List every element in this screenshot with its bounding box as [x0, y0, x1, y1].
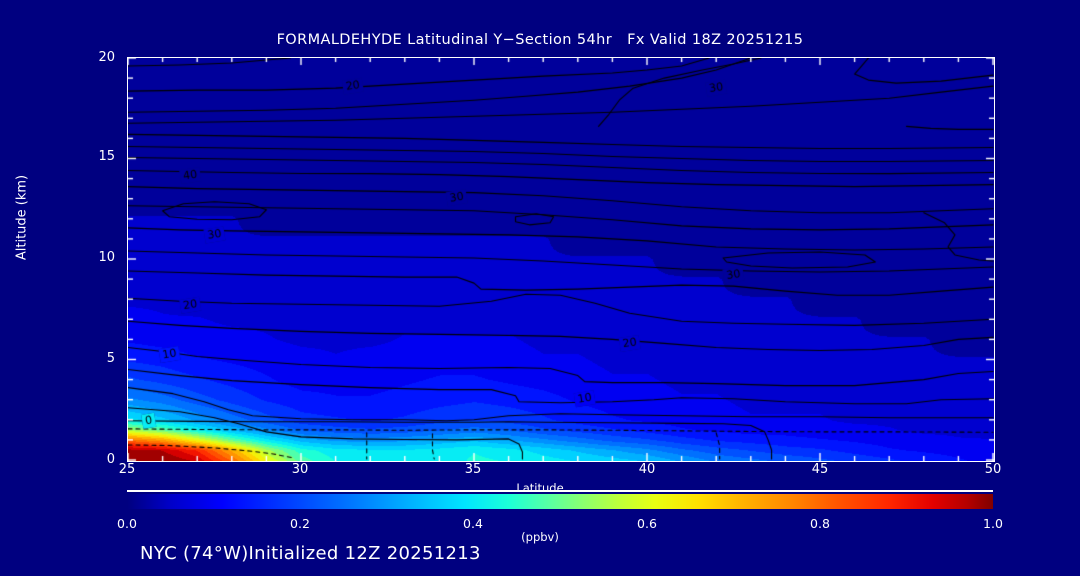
- colorbar-tick-5: 1.0: [983, 516, 1003, 531]
- colorbar-top-rule: [127, 490, 993, 492]
- colorbar-gradient: [127, 494, 993, 509]
- y-tick-0: 0: [106, 452, 115, 467]
- colorbar-tick-4: 0.8: [810, 516, 830, 531]
- colorbar: [127, 490, 993, 509]
- x-tick-45: 45: [811, 462, 829, 477]
- x-tick-40: 40: [638, 462, 656, 477]
- plot-area: [127, 57, 995, 462]
- colorbar-tick-2: 0.4: [463, 516, 483, 531]
- y-tick-10: 10: [98, 250, 115, 265]
- page-title: FORMALDEHYDE Latitudinal Y−Section 54hr …: [276, 32, 804, 48]
- x-tick-25: 25: [118, 462, 136, 477]
- x-tick-35: 35: [464, 462, 482, 477]
- x-axis-label: Latitude: [516, 481, 564, 495]
- colorbar-tick-0: 0.0: [117, 516, 137, 531]
- y-tick-15: 15: [98, 149, 115, 164]
- colorbar-tick-1: 0.2: [290, 516, 310, 531]
- y-axis-label: Altitude (km): [14, 174, 30, 261]
- y-tick-20: 20: [98, 50, 115, 65]
- x-tick-30: 30: [291, 462, 309, 477]
- y-tick-5: 5: [106, 351, 115, 366]
- x-tick-50: 50: [984, 462, 1002, 477]
- colorbar-unit-label: (ppbv): [521, 530, 559, 544]
- footer-caption: NYC (74°W)Initialized 12Z 20251213: [140, 543, 481, 564]
- colorbar-tick-3: 0.6: [637, 516, 657, 531]
- contour-fill-canvas: [128, 58, 994, 461]
